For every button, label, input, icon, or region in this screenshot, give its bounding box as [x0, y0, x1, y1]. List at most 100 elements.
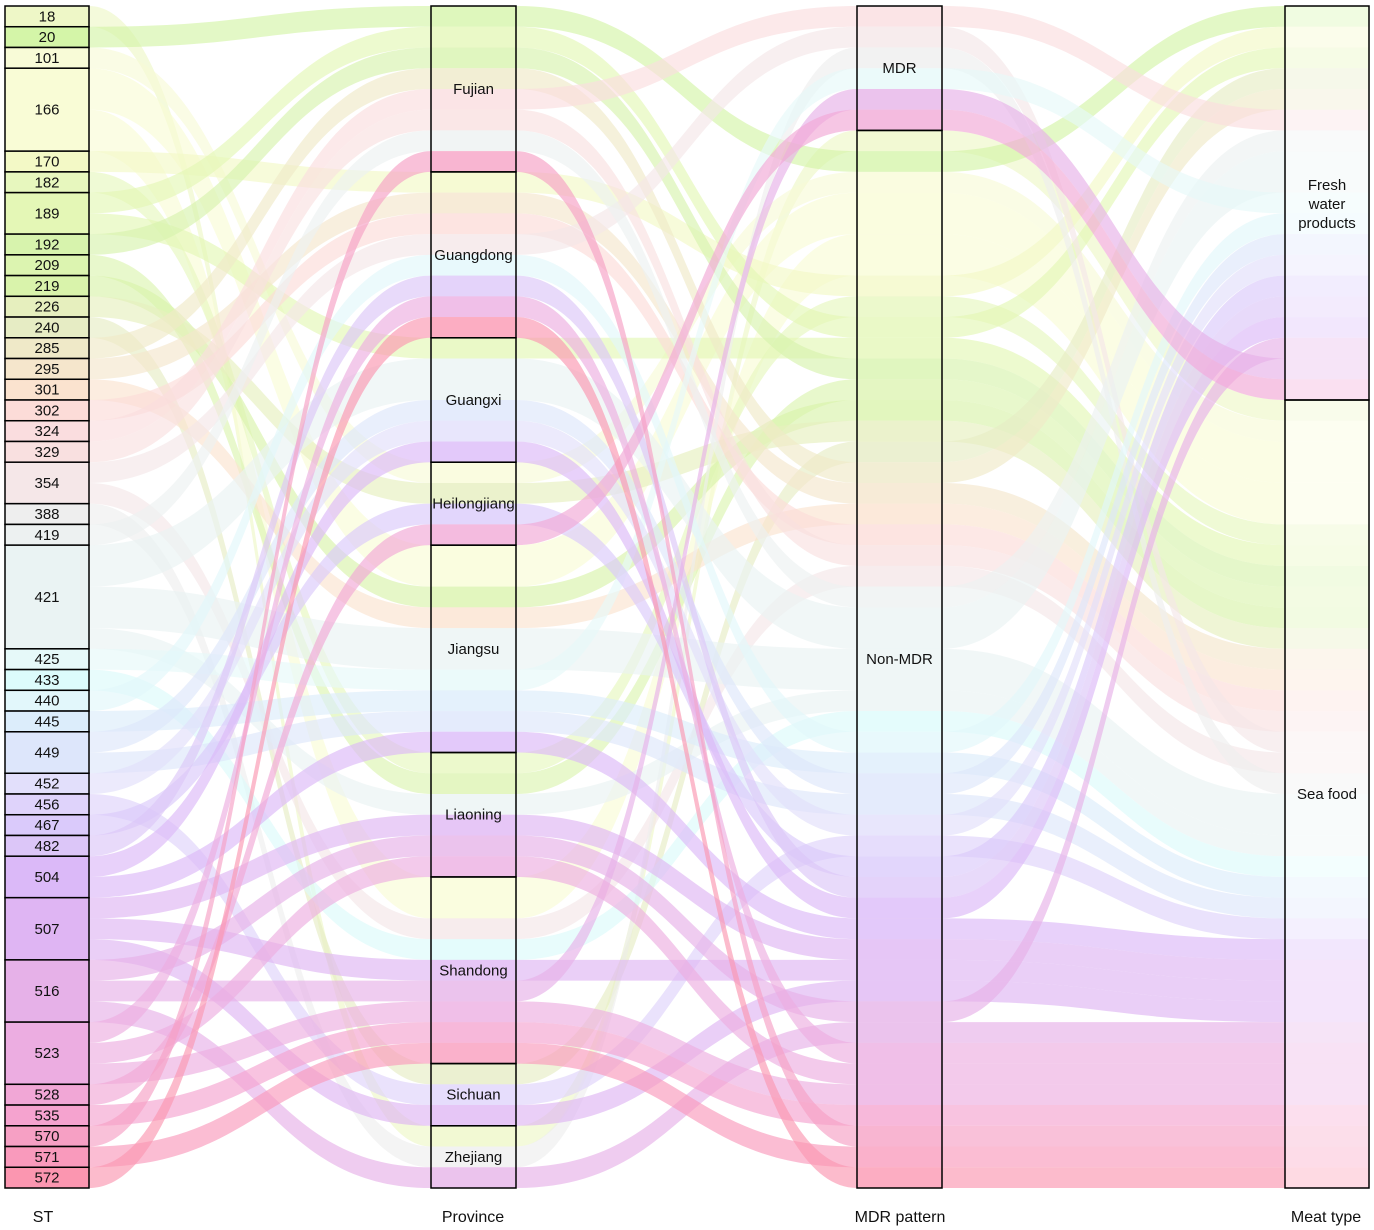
stratum-st-170: 170	[4, 150, 90, 173]
flow-segment-166-meat	[1285, 482, 1369, 525]
stratum-label-province-guangxi: Guangxi	[446, 392, 502, 409]
stratum-st-504: 504	[4, 855, 90, 899]
stratum-box-st-189	[4, 191, 90, 235]
stratum-label-st-467: 467	[34, 817, 59, 834]
flow-st-324-fujian-mdr-fresh-water-products	[89, 6, 1285, 442]
flow-st-516-zhejiang-non-mdr-sea-food	[89, 1001, 1285, 1188]
flow-segment-445-province	[431, 690, 516, 712]
stratum-label-st-449: 449	[34, 745, 59, 762]
flow-segment-189-mdr	[857, 317, 942, 338]
stratum-st-433: 433	[4, 668, 90, 692]
flow-segment-209-province	[431, 773, 516, 794]
stratum-label-st-523: 523	[34, 1045, 59, 1062]
flow-st-504-guangxi-non-mdr-fresh-water-products	[89, 317, 1285, 919]
stratum-box-st-507	[4, 896, 90, 961]
flow-st-507-shandong-non-mdr-sea-food	[89, 918, 1285, 1002]
stratum-label-st-440: 440	[34, 693, 59, 710]
flow-segment-523-mdr	[857, 1042, 942, 1064]
flow-segment-523-province	[431, 856, 516, 877]
flow-segment-101-province	[431, 462, 516, 483]
flow-segment-516-meat	[1285, 337, 1369, 359]
stratum-label-province-heilongjiang: Heilongjiang	[432, 496, 515, 513]
flow-segment-219-meat	[1285, 607, 1369, 629]
flow-st-523-guangdong-non-mdr-sea-food	[89, 296, 1285, 1064]
flow-segment-189-province	[431, 337, 516, 359]
flow-segment-421-meat	[1285, 835, 1369, 857]
flow-segment-535-meat	[1285, 1105, 1369, 1126]
flow-segment-302-meat	[1285, 690, 1369, 712]
flow-segment-421-mdr	[857, 648, 942, 691]
stratum-st-482: 482	[4, 834, 90, 857]
flow-segment-516-meat	[1285, 358, 1369, 380]
stratum-label-st-189: 189	[34, 205, 59, 222]
flow-segment-189-meat	[1285, 47, 1369, 69]
stratum-label-st-295: 295	[34, 361, 59, 378]
flow-segment-507-province	[431, 959, 516, 981]
flow-st-219-jiangsu-non-mdr-sea-food	[89, 275, 1285, 629]
flow-segment-433-meat	[1285, 856, 1369, 877]
stratum-meat-sea-food: Sea food	[1284, 399, 1370, 1189]
flow-segment-226-meat	[1285, 628, 1369, 649]
stratum-label-st-209: 209	[34, 257, 59, 274]
flow-segment-570-mdr	[857, 1125, 942, 1147]
flow-segment-452-mdr	[857, 814, 942, 836]
flow-st-507-liaoning-non-mdr-sea-food	[89, 814, 1285, 981]
stratum-st-528: 528	[4, 1083, 90, 1106]
flow-segment-523-meat	[1285, 1084, 1369, 1106]
flow-st-285-fujian-non-mdr-fresh-water-products	[89, 68, 1285, 483]
flow-layer	[89, 6, 1369, 1189]
stratum-label-st-571: 571	[34, 1149, 59, 1166]
flow-st-516-liaoning-non-mdr-fresh-water-products	[89, 337, 1285, 1023]
flow-segment-482-province	[431, 275, 516, 297]
flow-segment-507-mdr	[857, 939, 942, 960]
flow-segment-467-province	[431, 503, 516, 525]
stratum-st-101: 101	[4, 46, 90, 69]
stratum-st-571: 571	[4, 1145, 90, 1169]
flow-segment-421-province	[431, 794, 516, 815]
flow-segment-419-meat	[1285, 130, 1369, 152]
flow-segment-302-mdr	[857, 524, 942, 546]
flow-segment-354-province	[431, 234, 516, 255]
stratum-st-440: 440	[4, 689, 90, 712]
flow-segment-504-province	[431, 731, 516, 753]
flow-segment-240-mdr	[857, 441, 942, 463]
flow-st-192-fujian-non-mdr-sea-food	[89, 47, 1285, 587]
stratum-label-mdr-non-mdr: Non-MDR	[866, 651, 933, 668]
stratum-st-295: 295	[4, 357, 90, 381]
flow-segment-354-meat	[1285, 731, 1369, 753]
flow-segment-166-mdr	[857, 192, 942, 235]
stratum-box-mdr-non-mdr	[856, 129, 943, 1189]
flow-st-209-liaoning-non-mdr-sea-food	[89, 254, 1285, 794]
flow-segment-166-mdr	[857, 234, 942, 276]
stratum-box-province-zhejiang	[430, 1125, 517, 1189]
stratum-label-province-zhejiang: Zhejiang	[445, 1149, 503, 1166]
stratum-label-st-101: 101	[34, 50, 59, 67]
stratum-label-st-388: 388	[34, 506, 59, 523]
stratum-label-st-570: 570	[34, 1128, 59, 1145]
stratum-label-st-219: 219	[34, 278, 59, 295]
stratum-label-st-535: 535	[34, 1107, 59, 1124]
flow-segment-507-mdr	[857, 980, 942, 1002]
flow-segment-528-mdr	[857, 109, 942, 131]
stratum-label-st-419: 419	[34, 527, 59, 544]
stratum-st-20: 20	[4, 25, 90, 49]
flow-segment-324-province	[431, 88, 516, 110]
flow-segment-516-mdr	[857, 1001, 942, 1023]
axis-label-province: Province	[442, 1209, 504, 1226]
flow-st-535-shandong-non-mdr-sea-food	[89, 1022, 1285, 1126]
flow-segment-449-province	[431, 711, 516, 732]
stratum-label-st-433: 433	[34, 672, 59, 689]
flow-segment-354-province	[431, 918, 516, 940]
flow-segment-285-mdr	[857, 462, 942, 483]
flow-segment-507-mdr	[857, 959, 942, 981]
flow-segment-166-province	[431, 545, 516, 587]
flow-st-482-guangdong-non-mdr-fresh-water-products	[89, 275, 1285, 898]
flow-segment-329-meat	[1285, 711, 1369, 732]
flow-segment-302-province	[431, 213, 516, 235]
stratum-st-523: 523	[4, 1021, 90, 1086]
flow-segment-20-province	[431, 6, 516, 27]
flow-st-421-jiangsu-non-mdr-sea-food	[89, 586, 1285, 836]
flow-segment-523-meat	[1285, 1063, 1369, 1085]
flow-segment-452-meat	[1285, 254, 1369, 276]
flow-segment-189-mdr	[857, 337, 942, 359]
